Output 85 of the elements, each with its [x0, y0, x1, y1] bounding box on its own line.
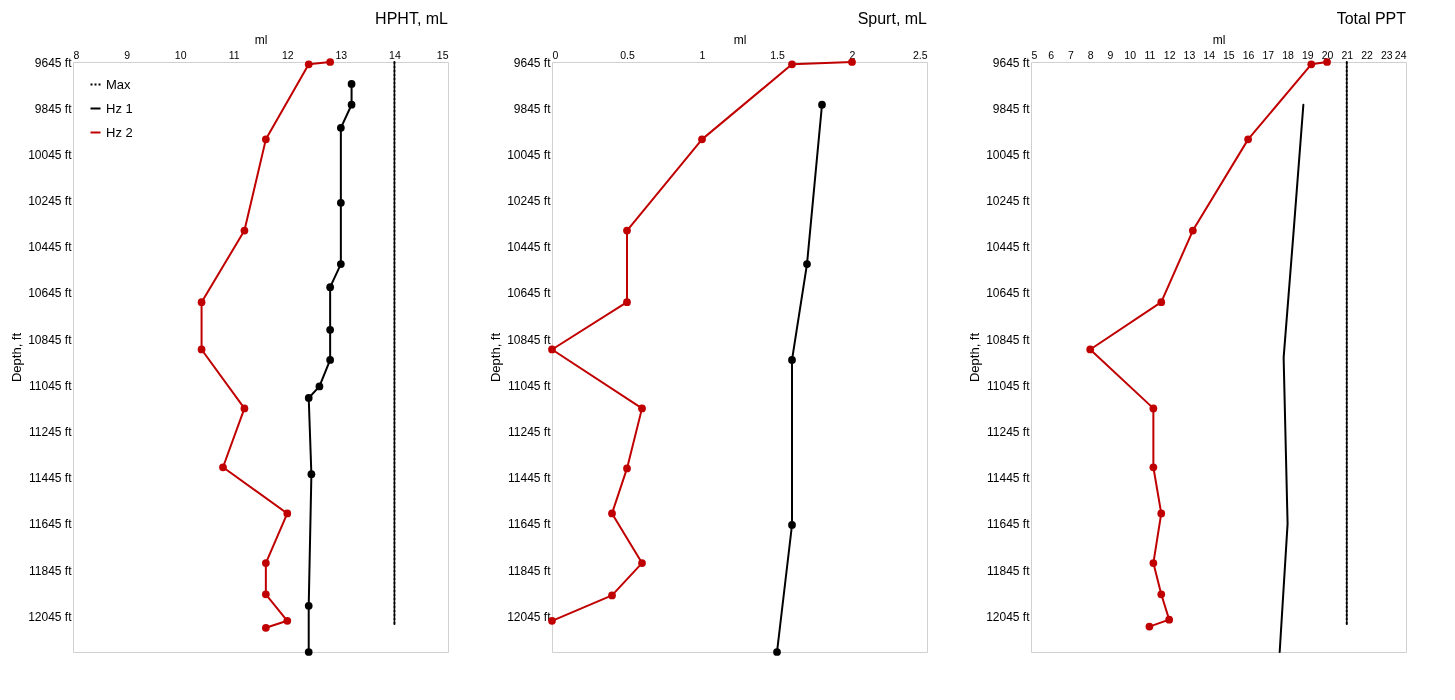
x-tick-label: 14: [1203, 48, 1216, 61]
x-tick-label: 19: [1301, 48, 1314, 61]
x-tick-label: 2: [849, 48, 856, 61]
x-axis-title: ml: [733, 32, 747, 47]
x-tick-label: 2.5: [912, 48, 928, 61]
x-tick-label: 15: [1223, 48, 1235, 61]
x-tick-label: 8: [73, 48, 80, 61]
y-axis-title: Depth, ft: [488, 332, 504, 383]
x-tick-label: 10: [174, 48, 187, 61]
y-tick-label: 10045 ft: [28, 147, 73, 162]
y-tick-label: 11445 ft: [987, 471, 1031, 486]
x-tick-label: 7: [1068, 48, 1075, 61]
x-tick-label: 24: [1394, 48, 1407, 61]
y-tick-label: 11845 ft: [987, 563, 1031, 578]
x-tick-label: 5: [1031, 48, 1038, 61]
y-tick-label: 9845 ft: [513, 101, 552, 116]
y-tick-label: 10445 ft: [986, 240, 1031, 255]
x-tick-label: 12: [1163, 48, 1176, 61]
x-tick-label: 1: [699, 48, 706, 61]
x-tick-label: 8: [1087, 48, 1094, 61]
x-tick-label: 1.5: [770, 48, 785, 61]
y-tick-label: 11045 ft: [29, 378, 73, 393]
y-tick-label: 11845 ft: [508, 563, 552, 578]
y-tick-label: 9645 ft: [992, 55, 1031, 70]
x-tick-label: 10: [1124, 48, 1137, 61]
chart-title: HPHT, mL: [375, 10, 449, 27]
x-tick-label: 18: [1282, 48, 1295, 61]
x-tick-label: 0.5: [620, 48, 635, 61]
y-tick-label: 11645 ft: [987, 517, 1031, 532]
x-tick-label: 21: [1341, 48, 1354, 61]
y-tick-label: 11045 ft: [508, 378, 552, 393]
y-tick-label: 12045 ft: [507, 609, 552, 624]
x-tick-label: 23: [1380, 48, 1393, 61]
x-tick-label: 14: [389, 48, 401, 61]
y-tick-label: 10445 ft: [507, 240, 552, 255]
y-tick-label: 11445 ft: [29, 471, 73, 486]
y-axis-title: Depth, ft: [967, 332, 983, 383]
y-tick-label: 10245 ft: [986, 194, 1031, 209]
x-tick-label: 11: [1144, 48, 1156, 61]
x-tick-label: 11: [228, 48, 240, 61]
y-tick-label: 9845 ft: [34, 101, 73, 116]
y-tick-label: 10645 ft: [28, 286, 73, 301]
x-axis-title: ml: [254, 32, 268, 47]
x-tick-label: 17: [1262, 48, 1275, 61]
chart-title: Spurt, mL: [857, 10, 928, 27]
y-tick-label: 10045 ft: [986, 147, 1031, 162]
x-tick-label: 20: [1321, 48, 1334, 61]
y-tick-label: 10645 ft: [507, 286, 552, 301]
y-tick-label: 11245 ft: [508, 424, 552, 439]
x-tick-label: 16: [1242, 48, 1255, 61]
y-tick-label: 10245 ft: [507, 194, 552, 209]
y-axis-title: Depth, ft: [9, 332, 25, 383]
x-axis-title: ml: [1212, 32, 1226, 47]
y-tick-label: 11245 ft: [987, 424, 1031, 439]
y-tick-label: 10645 ft: [986, 286, 1031, 301]
y-tick-label: 9645 ft: [34, 55, 73, 70]
x-tick-label: 9: [1107, 48, 1114, 61]
y-tick-label: 11245 ft: [29, 424, 73, 439]
y-tick-label: 12045 ft: [986, 609, 1031, 624]
x-tick-label: 9: [124, 48, 131, 61]
x-tick-label: 15: [436, 48, 449, 61]
legend-label: Max: [106, 76, 132, 92]
y-tick-label: 10245 ft: [28, 194, 73, 209]
y-tick-label: 10845 ft: [986, 332, 1031, 347]
x-tick-label: 13: [335, 48, 348, 61]
x-tick-label: 22: [1361, 48, 1374, 61]
y-tick-label: 10845 ft: [507, 332, 552, 347]
x-tick-label: 13: [1183, 48, 1196, 61]
chart-title: Total PPT: [1336, 10, 1407, 27]
y-tick-label: 11045 ft: [987, 378, 1031, 393]
y-tick-label: 11645 ft: [508, 517, 552, 532]
y-tick-label: 9645 ft: [513, 55, 552, 70]
y-tick-label: 10445 ft: [28, 240, 73, 255]
y-tick-label: 11445 ft: [508, 471, 552, 486]
legend-label: Hz 1: [106, 100, 133, 116]
y-tick-label: 11645 ft: [29, 517, 73, 532]
y-tick-label: 10045 ft: [507, 147, 552, 162]
x-tick-label: 12: [281, 48, 294, 61]
y-tick-label: 10845 ft: [28, 332, 73, 347]
x-tick-label: 0: [552, 48, 559, 61]
y-tick-label: 11845 ft: [29, 563, 73, 578]
y-tick-label: 12045 ft: [28, 609, 73, 624]
y-tick-label: 9845 ft: [992, 101, 1031, 116]
x-tick-label: 6: [1048, 48, 1055, 61]
legend-label: Hz 2: [106, 124, 133, 140]
